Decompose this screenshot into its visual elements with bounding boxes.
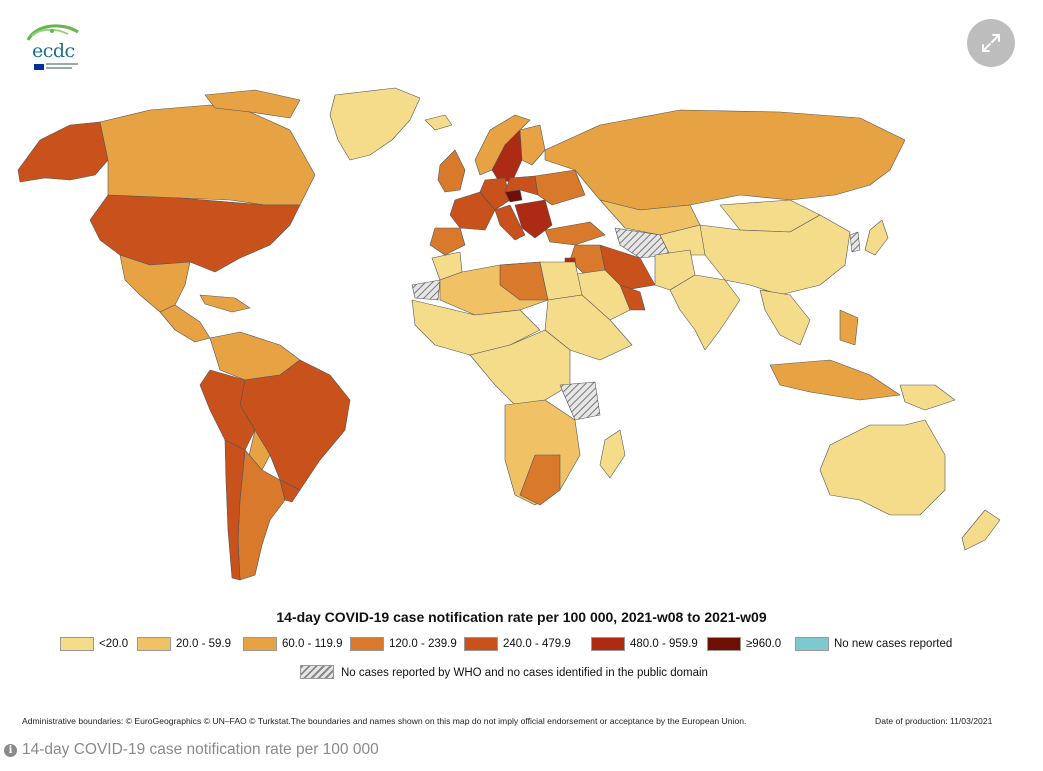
legend-label: 20.0 - 59.9: [176, 638, 231, 650]
logo-text: ecdc: [32, 40, 75, 62]
legend-swatch: [464, 637, 498, 651]
australia: [819, 419, 946, 516]
south-africa: [519, 454, 561, 506]
eu-flag-icon: [34, 64, 44, 70]
logo-subtext-line: [46, 63, 78, 65]
footer-admin-boundaries: Administrative boundaries: © EuroGeograp…: [22, 716, 747, 726]
tanzania: [559, 381, 601, 421]
uruguay: [279, 479, 301, 503]
poland: [504, 175, 539, 196]
philippines: [839, 309, 859, 346]
new-guinea: [899, 384, 956, 411]
germany: [479, 177, 511, 211]
india: [669, 274, 741, 351]
uk-ireland: [437, 149, 466, 193]
turkey: [544, 221, 606, 246]
southeast-asia: [759, 289, 811, 346]
expand-button[interactable]: [967, 19, 1015, 67]
caption-text: 14-day COVID-19 case notification rate p…: [22, 741, 379, 758]
legend-swatch-no-data: [300, 665, 334, 679]
legend-swatch: [591, 637, 625, 651]
indonesia: [769, 359, 901, 401]
expand-icon: [982, 34, 1000, 52]
china: [699, 214, 851, 296]
libya: [499, 261, 549, 301]
legend-label: 240.0 - 479.9: [503, 638, 571, 650]
italy: [494, 204, 526, 241]
eastern-europe: [534, 169, 586, 206]
madagascar: [599, 429, 626, 479]
figure-caption: i 14-day COVID-19 case notification rate …: [4, 741, 379, 759]
legend-label: 480.0 - 959.9: [630, 638, 698, 650]
chile: [224, 439, 246, 581]
gulf-states: [619, 284, 646, 311]
legend-swatch: [60, 637, 94, 651]
footer-date-of-production: Date of production: 11/03/2021: [875, 716, 993, 726]
caribbean: [199, 294, 251, 313]
legend-swatch: [243, 637, 277, 651]
world-map: [17, 87, 1001, 581]
balkans: [514, 199, 553, 239]
central-america: [159, 304, 211, 343]
legend-label-no-data: No cases reported by WHO and no cases id…: [341, 667, 708, 679]
united-states: [89, 194, 301, 273]
legend-label: <20.0: [99, 638, 129, 650]
logo-mark: [26, 24, 79, 41]
logo-subtext-line: [46, 67, 72, 69]
japan: [864, 219, 889, 256]
legend-label: 120.0 - 239.9: [389, 638, 457, 650]
legend-label: 60.0 - 119.9: [282, 638, 343, 650]
legend-swatch: [795, 637, 829, 651]
canada-islands: [204, 89, 301, 119]
russia: [544, 109, 906, 211]
legend-swatch: [137, 637, 171, 651]
alaska: [17, 121, 109, 183]
canada: [99, 104, 316, 206]
western-sahara: [411, 279, 441, 301]
greenland: [329, 87, 421, 161]
legend-title: 14-day COVID-19 case notification rate p…: [276, 609, 767, 625]
legend-swatch: [707, 637, 741, 651]
ecdc-logo: ecdc: [22, 22, 84, 72]
legend-label: ≥960.0: [746, 638, 782, 650]
new-zealand: [961, 509, 1001, 551]
info-icon: i: [4, 744, 17, 757]
spain-portugal: [429, 227, 466, 256]
finland: [519, 124, 546, 166]
korea: [849, 231, 861, 253]
legend-label: No new cases reported: [834, 638, 953, 650]
iceland: [424, 114, 453, 131]
legend-swatch: [350, 637, 384, 651]
